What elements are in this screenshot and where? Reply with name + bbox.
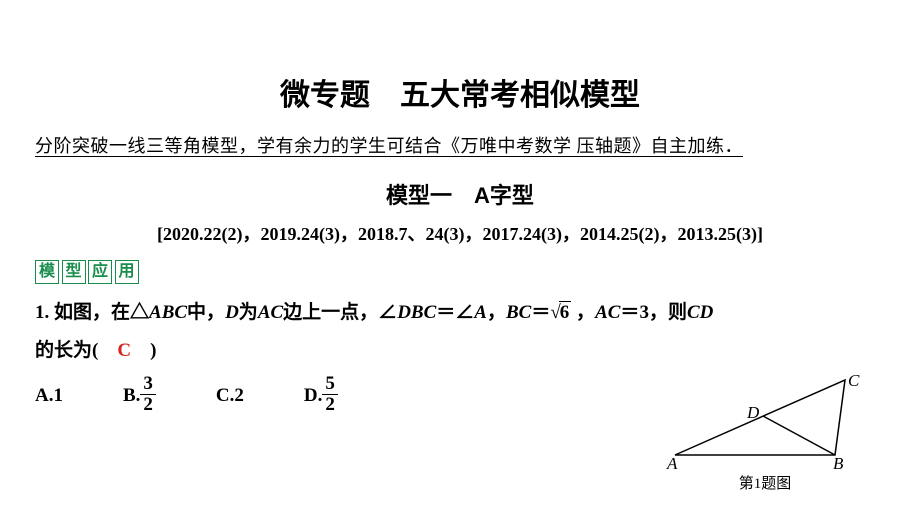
- line-bd: [763, 416, 835, 455]
- model-heading: 模型一 A字型: [35, 178, 885, 210]
- q-bc: BC: [506, 302, 531, 323]
- subtitle: 分阶突破一线三等角模型，学有余力的学生可结合《万唯中考数学 压轴题》自主加练．: [35, 132, 885, 158]
- q-t: ，: [571, 302, 595, 323]
- badge-row: 模 型 应 用: [35, 260, 137, 284]
- q-t: 边上一点，∠: [283, 302, 397, 323]
- q-three: 3: [639, 302, 649, 323]
- answer-mark: C: [117, 340, 131, 361]
- q-t: ＝∠: [436, 302, 474, 323]
- year-refs: [2020.22(2)，2019.24(3)，2018.7、24(3)，2017…: [35, 220, 885, 246]
- opt-label: A.: [35, 385, 53, 407]
- triangle-diagram: A B C D: [665, 375, 865, 470]
- fraction: 52: [322, 374, 338, 415]
- q-num: 1.: [35, 302, 49, 323]
- label-d: D: [746, 403, 760, 422]
- badge-cell: 应: [88, 260, 112, 284]
- q-t: 的长为(: [35, 340, 117, 361]
- q-t: 中，: [187, 302, 225, 323]
- question-text: 1. 如图，在△ABC中，D为AC边上一点，∠DBC＝∠A，BC＝√6 ，AC＝…: [35, 294, 885, 370]
- figure-1: A B C D 第1题图: [660, 375, 870, 493]
- q-ac: AC: [258, 302, 283, 323]
- q-a: A: [474, 302, 487, 323]
- q-eq: ＝: [531, 302, 550, 323]
- option-a: A. 1: [35, 385, 63, 407]
- label-b: B: [833, 454, 844, 470]
- q-dbc: DBC: [397, 302, 436, 323]
- denominator: 2: [322, 395, 338, 415]
- q-ac: AC: [595, 302, 620, 323]
- q-d: D: [225, 302, 239, 323]
- q-t: ，: [487, 302, 506, 323]
- q-t: 如图，在△: [49, 302, 149, 323]
- badge-cell: 型: [62, 260, 86, 284]
- radicand: 6: [559, 301, 572, 323]
- opt-label: B.: [123, 385, 140, 407]
- q-t: 为: [239, 302, 258, 323]
- opt-val: 1: [53, 385, 63, 406]
- opt-val: 2: [234, 385, 244, 406]
- label-c: C: [848, 375, 860, 390]
- badge-cell: 模: [35, 260, 59, 284]
- numerator: 5: [322, 374, 338, 395]
- opt-label: D.: [304, 385, 322, 407]
- option-b: B. 32: [123, 376, 156, 417]
- opt-label: C.: [216, 385, 234, 407]
- option-d: D. 52: [304, 376, 338, 417]
- denominator: 2: [140, 395, 156, 415]
- figure-caption: 第1题图: [660, 472, 870, 493]
- option-c: C. 2: [216, 385, 244, 407]
- numerator: 3: [140, 374, 156, 395]
- q-cd: CD: [687, 302, 713, 323]
- q-t: ): [131, 340, 156, 361]
- label-a: A: [666, 454, 678, 470]
- q-t: ，则: [649, 302, 687, 323]
- sqrt: √6: [550, 294, 571, 332]
- badge-cell: 用: [115, 260, 139, 284]
- q-eq: ＝: [620, 302, 639, 323]
- q-abc: ABC: [149, 302, 187, 323]
- fraction: 32: [140, 374, 156, 415]
- triangle: [675, 380, 845, 455]
- main-title: 微专题 五大常考相似模型: [35, 70, 885, 114]
